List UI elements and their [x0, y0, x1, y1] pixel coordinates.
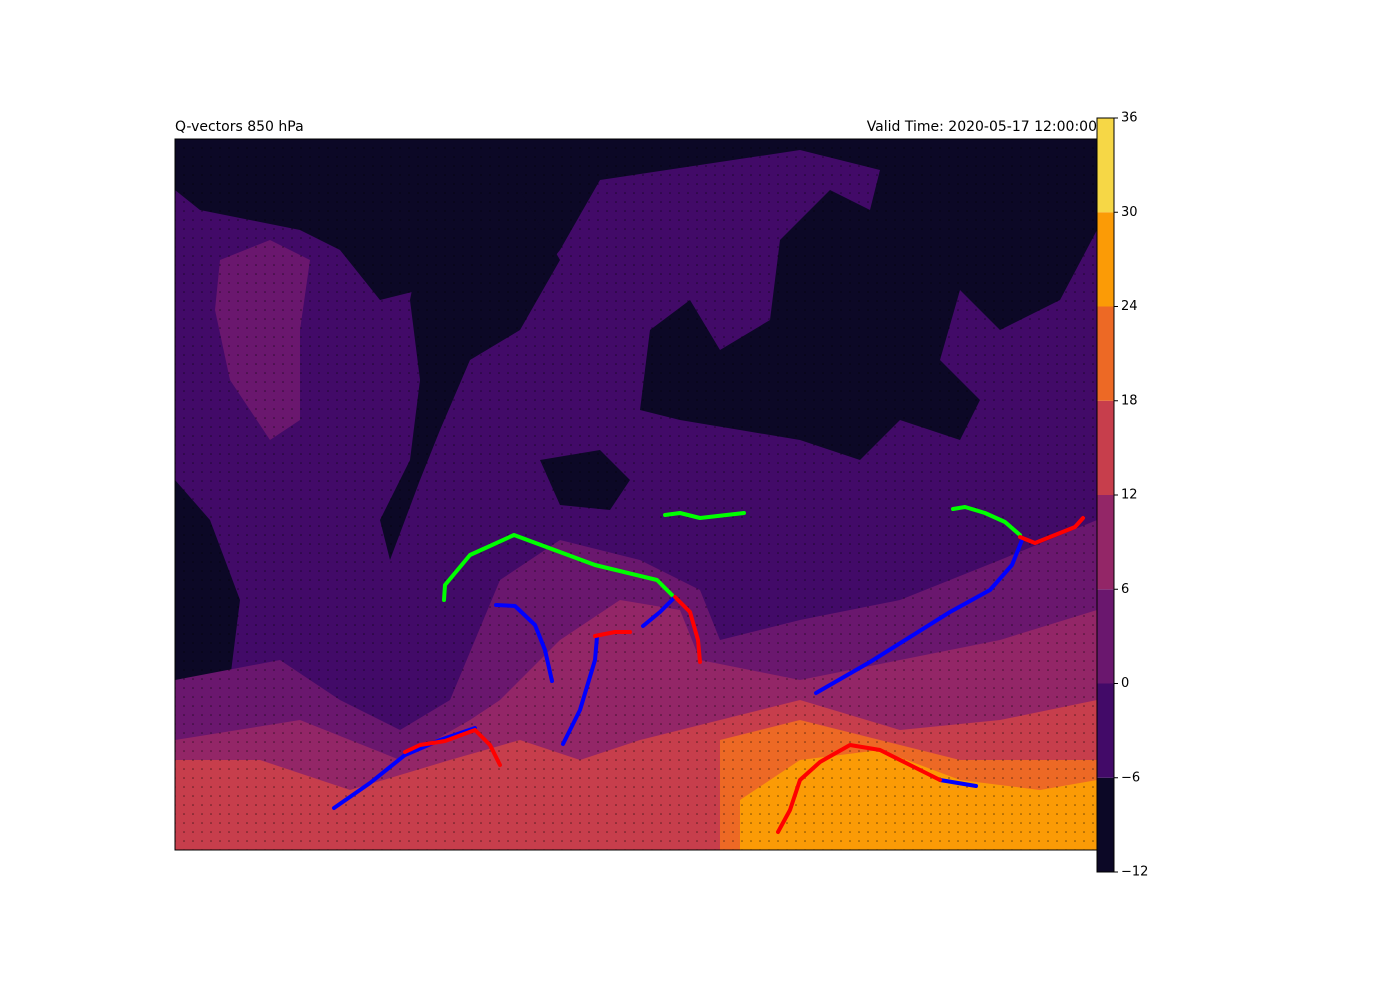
- front: [403, 728, 502, 767]
- front: [593, 630, 632, 638]
- valid-time: Valid Time: 2020-05-17 12:00:00: [867, 119, 1097, 135]
- colorbar-bin: [1097, 777, 1114, 872]
- front: [561, 635, 599, 746]
- front: [494, 603, 554, 683]
- front: [776, 743, 942, 834]
- colorbar-bin: [1097, 589, 1114, 684]
- colorbar-tick-label: 12: [1121, 488, 1138, 503]
- colorbar-tick-label: 0: [1121, 676, 1129, 691]
- front: [814, 538, 1024, 695]
- front: [641, 595, 677, 628]
- colorbar-tick-label: 6: [1121, 582, 1129, 597]
- colorbar: −12 −6 0 6 12 18 24 30 36: [1096, 111, 1148, 880]
- map-title: Q-vectors 850 hPa: [175, 119, 304, 135]
- front: [442, 533, 674, 602]
- front: [332, 726, 477, 810]
- colorbar-bin: [1097, 495, 1114, 590]
- colorbar-tick-label: 18: [1121, 393, 1138, 408]
- colorbar-tick-label: −6: [1121, 770, 1140, 785]
- front: [663, 511, 746, 520]
- colorbar-tick-label: 30: [1121, 205, 1138, 220]
- vector-grid: [175, 139, 1097, 850]
- front: [673, 595, 702, 664]
- front: [938, 778, 978, 788]
- colorbar-bin: [1097, 400, 1114, 495]
- colorbar-tick-label: 36: [1121, 111, 1138, 126]
- colorbar-bin: [1097, 683, 1114, 778]
- colorbar-tick-label: −12: [1121, 865, 1148, 880]
- front: [951, 505, 1022, 537]
- map: [175, 139, 1097, 850]
- colorbar-bin: [1097, 306, 1114, 401]
- front: [1018, 516, 1085, 545]
- colorbar-bin: [1097, 118, 1114, 213]
- colorbar-tick-label: 24: [1121, 299, 1138, 314]
- colorbar-bin: [1097, 212, 1114, 307]
